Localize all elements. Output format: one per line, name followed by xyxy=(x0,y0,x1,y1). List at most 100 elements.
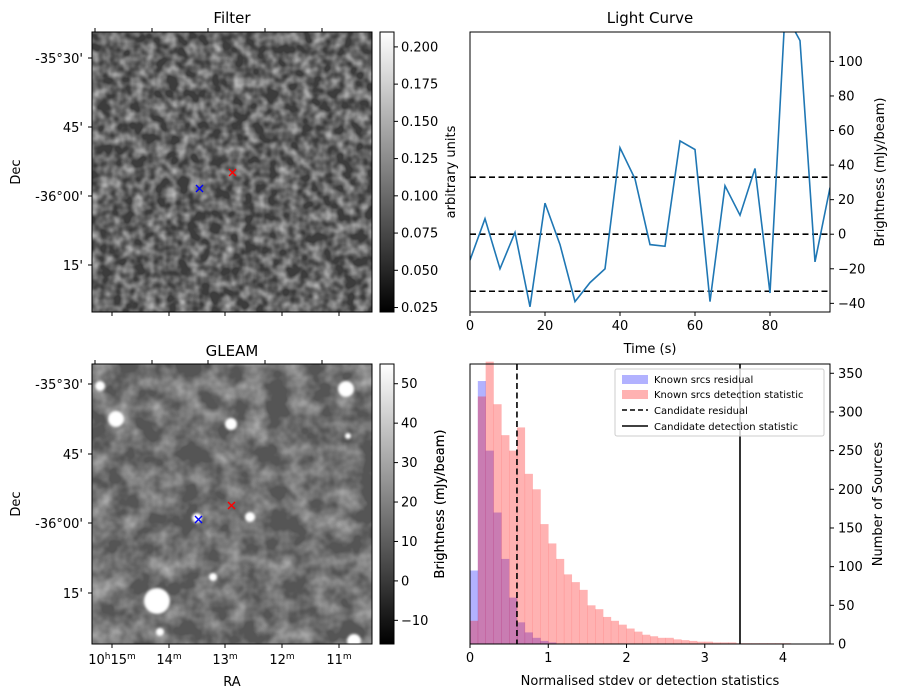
filter-colorbar-ticks: 0.200 0.175 0.150 0.125 0.100 0.075 0.050 0.025 xyxy=(394,40,438,316)
y-tick-label: 80 xyxy=(838,89,855,104)
colorbar-tick-label: 30 xyxy=(401,456,418,471)
light-curve-xlabel: Time (s) xyxy=(623,342,677,357)
histogram-bar xyxy=(524,473,533,644)
histogram-bar xyxy=(587,605,596,644)
y-tick-label: 100 xyxy=(838,560,863,575)
colorbar-tick-label: 0.200 xyxy=(401,40,438,55)
histogram-bar xyxy=(626,628,635,644)
histogram-bar xyxy=(610,620,619,644)
legend-label-known-detection: Known srcs detection statistic xyxy=(654,390,803,401)
ra-tick-0-h-sup: h xyxy=(105,652,111,662)
gleam-dec-tick-0: -35°30' xyxy=(35,378,83,393)
histogram-bar xyxy=(618,624,627,644)
histogram-bar xyxy=(642,634,651,644)
bright-source xyxy=(156,628,164,636)
y-tick-label: 0 xyxy=(838,638,846,653)
histogram-bar xyxy=(501,435,510,644)
ra-tick-1: 14m xyxy=(156,652,181,668)
filter-dec-tick-2: -36°00' xyxy=(35,190,83,205)
y-tick-label: 100 xyxy=(838,55,863,70)
filter-image-frame xyxy=(91,31,373,313)
gleam-image-frame xyxy=(91,363,373,645)
histogram-bar xyxy=(485,450,494,644)
histogram-ylabel: Number of Sources xyxy=(871,442,886,567)
legend-label-known-residual: Known srcs residual xyxy=(654,375,753,386)
histogram-bar xyxy=(516,622,526,644)
gleam-markers xyxy=(194,501,236,524)
gleam-dec-axis: -35°30' 45' -36°00' 15' Dec xyxy=(9,378,92,602)
bright-source xyxy=(345,433,351,439)
histogram-bar xyxy=(470,570,479,644)
colorbar-tick-label: 0.150 xyxy=(401,115,438,130)
histogram-bar xyxy=(532,637,541,644)
light-curve-series xyxy=(470,32,830,307)
y-tick-label: 250 xyxy=(838,444,863,459)
colorbar-tick-label: 10 xyxy=(401,535,418,550)
blue-x-marker xyxy=(194,515,203,524)
bright-source xyxy=(209,573,217,581)
gleam-colorbar-label: Brightness (mJy/beam) xyxy=(433,430,448,579)
x-tick-label: 20 xyxy=(537,319,554,334)
histogram-bar xyxy=(540,524,549,644)
x-tick-label: 2 xyxy=(622,651,630,666)
x-tick-label: 80 xyxy=(762,319,779,334)
ra-tick-3-m-sup: m xyxy=(286,652,295,662)
legend-swatch-known-residual xyxy=(622,375,648,384)
filter-dec-tick-0: -35°30' xyxy=(35,52,83,67)
histogram-bar xyxy=(728,642,737,644)
x-tick-label: 0 xyxy=(466,319,474,334)
histogram-bar xyxy=(720,642,729,644)
filter-markers xyxy=(195,168,237,193)
histogram-bar xyxy=(516,427,526,644)
ra-tick-0-m-sup: m xyxy=(127,652,136,662)
colorbar-tick-label: 0.175 xyxy=(401,78,438,93)
y-tick-label: 60 xyxy=(838,124,855,139)
bright-source xyxy=(108,411,124,427)
x-tick-label: 60 xyxy=(687,319,704,334)
colorbar-tick-label: −10 xyxy=(401,614,428,629)
light-curve-axes: 0 20 40 60 80 −40 −20 0 20 40 60 80 100 xyxy=(466,55,866,334)
histogram-bar xyxy=(681,640,690,644)
histogram-bar xyxy=(704,641,713,644)
gleam-dec-tick-1: 45' xyxy=(63,448,83,463)
histogram-bar xyxy=(532,489,541,644)
y-tick-label: 200 xyxy=(838,483,863,498)
x-tick-label: 4 xyxy=(779,651,787,666)
y-tick-label: −20 xyxy=(838,262,865,277)
gleam-xlabel: RA xyxy=(223,675,241,690)
gleam-dec-tick-2: -36°00' xyxy=(35,517,83,532)
histogram-panel: 0 1 2 3 4 0 50 100 150 200 250 300 350 Brightness (mJ… xyxy=(433,361,886,689)
x-tick-label: 0 xyxy=(466,651,474,666)
histogram-bar xyxy=(657,637,666,644)
filter-ra-ticks xyxy=(94,28,340,316)
histogram-bar xyxy=(603,616,612,644)
gleam-ra-axis: 10h15m 14m 13m 12m 11m RA xyxy=(88,360,352,690)
light-curve-plot xyxy=(470,32,830,307)
histogram-bar xyxy=(665,637,674,644)
histogram-bar xyxy=(673,639,682,644)
ra-tick-0-hours: 10 xyxy=(88,653,105,668)
filter-colorbar: 0.200 0.175 0.150 0.125 0.100 0.075 0.050 0.025… xyxy=(379,31,459,316)
ra-tick-2-m-sup: m xyxy=(229,652,238,662)
colorbar-tick-label: 20 xyxy=(401,496,418,511)
blue-x-marker xyxy=(195,184,204,193)
colorbar-tick-label: 0 xyxy=(401,574,409,589)
histogram-bar xyxy=(477,396,486,644)
y-tick-label: 300 xyxy=(838,405,863,420)
histogram-bar xyxy=(563,574,573,644)
ra-tick-0-minutes: 15 xyxy=(110,653,127,668)
histogram-bar xyxy=(540,640,549,644)
colorbar-tick-label: 0.125 xyxy=(401,152,438,167)
histogram-bar xyxy=(650,636,659,644)
histogram-bar xyxy=(477,381,486,644)
ra-tick-4-m-sup: m xyxy=(343,652,352,662)
gleam-dec-tick-3: 15' xyxy=(63,587,83,602)
gleam-colorbar: 50 40 30 20 10 0 −10 Brightness (mJy/beam) xyxy=(379,363,448,645)
histogram-frame xyxy=(469,363,831,645)
y-tick-label: 40 xyxy=(838,159,855,174)
y-tick-label: 350 xyxy=(838,367,863,382)
colorbar-tick-label: 0.025 xyxy=(401,301,438,316)
x-tick-label: 3 xyxy=(701,651,709,666)
ra-tick-4: 11m xyxy=(326,652,351,668)
y-tick-label: 50 xyxy=(838,599,855,614)
